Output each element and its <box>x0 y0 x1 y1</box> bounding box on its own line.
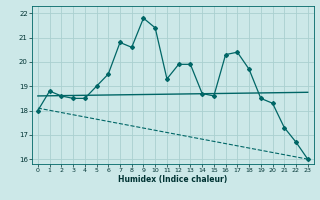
X-axis label: Humidex (Indice chaleur): Humidex (Indice chaleur) <box>118 175 228 184</box>
